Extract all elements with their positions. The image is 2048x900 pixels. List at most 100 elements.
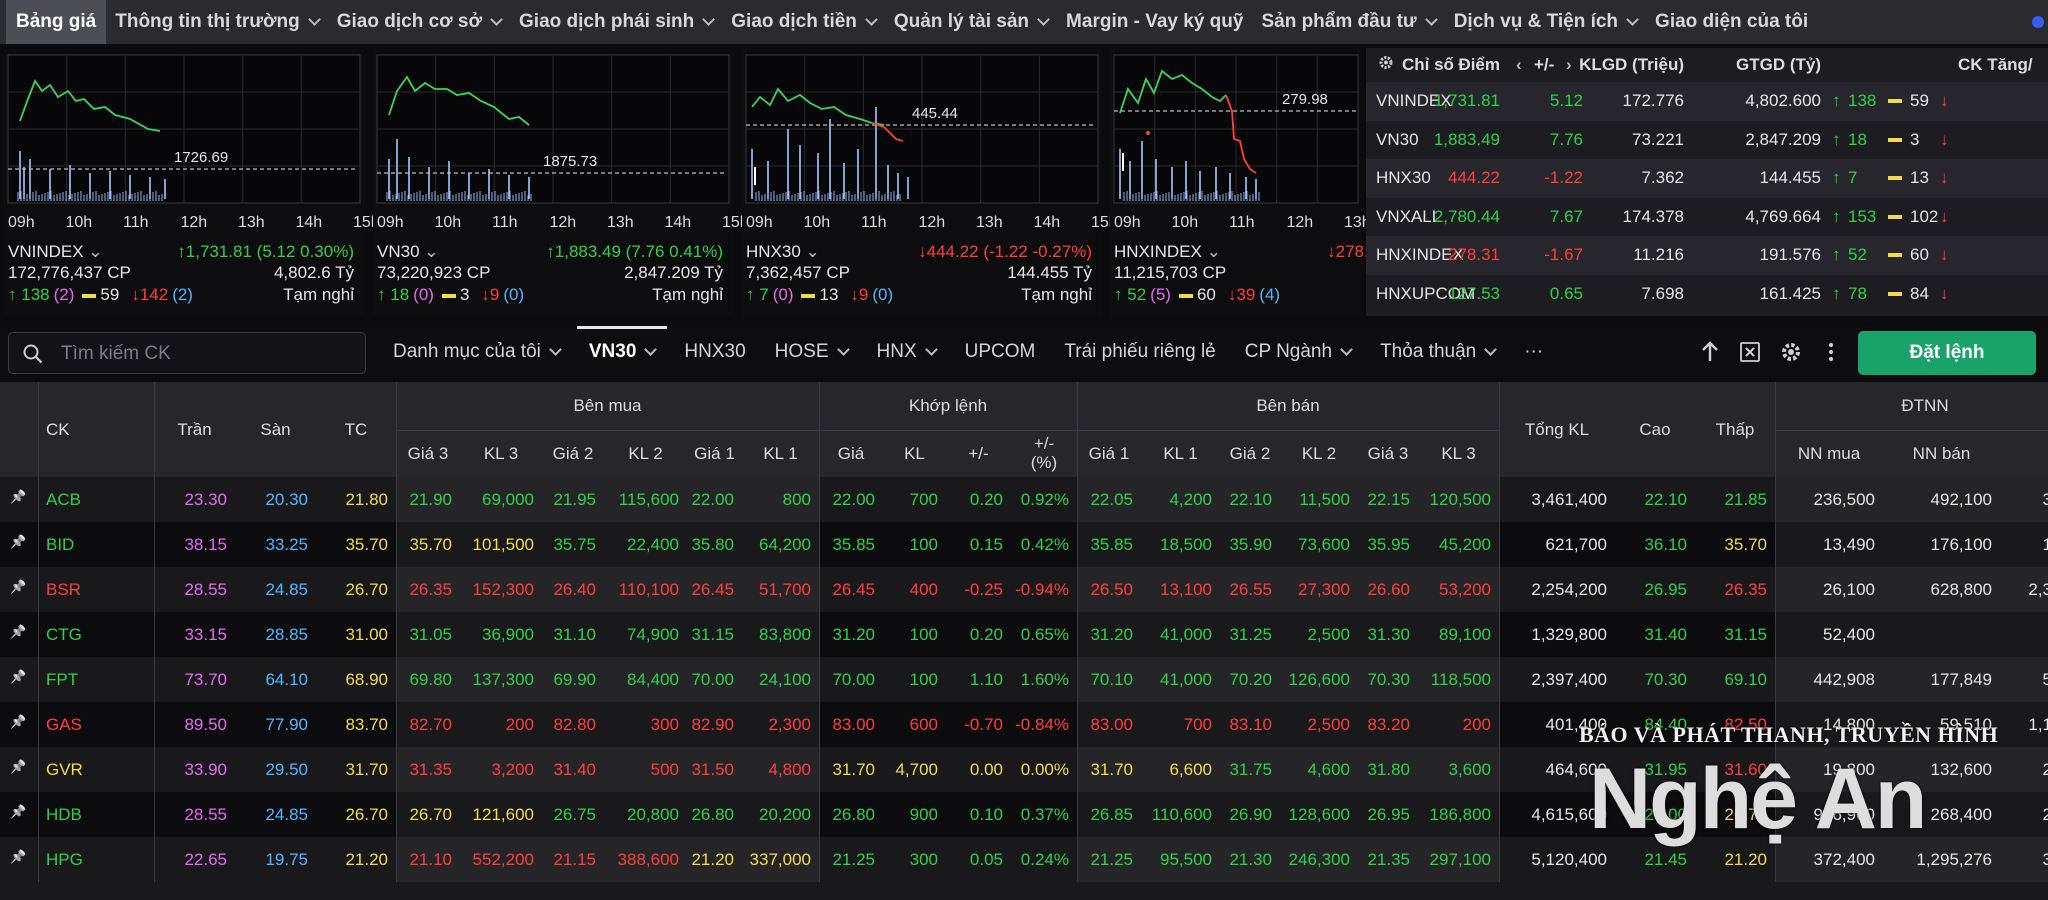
chart-panel-hnx30[interactable]: 445.44 09h 10h 11h 12h 13h 14h 15h HNX30 ⌄ ↓444.2… — [742, 49, 1118, 317]
table-row[interactable]: 📌 GVR 33.90 29.50 31.70 31.35 3,200 31.40 500 31.… — [0, 747, 2048, 792]
board-tab-0[interactable]: Danh mục của tôi — [393, 326, 562, 378]
nav-item-8[interactable]: Dịch vụ & Tiện ích — [1445, 0, 1646, 44]
board-tab-5[interactable]: UPCOM — [965, 326, 1036, 378]
column-divider — [1775, 477, 1776, 900]
place-order-button[interactable]: Đặt lệnh — [1858, 331, 2036, 375]
column-divider — [38, 382, 39, 477]
board-tab-9[interactable]: ··· — [1524, 326, 1543, 378]
index-name[interactable]: VN30 — [377, 242, 420, 261]
nav-item-0[interactable]: Bảng giá — [6, 0, 107, 44]
nav-item-3[interactable]: Giao dịch phái sinh — [510, 0, 722, 44]
cell-chg: 0.10 — [969, 805, 1003, 824]
cell-s1: 83.00 — [1090, 715, 1133, 734]
board-tab-1[interactable]: VN30 — [576, 326, 667, 378]
nav-item-label: Dịch vụ & Tiện ích — [1453, 11, 1619, 32]
nav-item-9[interactable]: Giao diện của tôi — [1646, 0, 1817, 44]
table-row[interactable]: 📌 BSR 28.55 24.85 26.70 26.35 152,300 26.40 110,… — [0, 567, 2048, 612]
cell-nnbuy: 52,400 — [1823, 625, 1875, 644]
cell-s3: 26.95 — [1367, 805, 1410, 824]
time-tick: 10h — [65, 214, 93, 231]
cell-sv3: 186,800 — [1429, 805, 1491, 824]
chevron-left-icon[interactable]: ‹ — [1516, 55, 1522, 74]
board-tab-6[interactable]: Trái phiếu riêng lẻ — [1064, 326, 1215, 378]
pin-icon[interactable]: 📌 — [10, 849, 27, 864]
header-divider — [396, 430, 1499, 431]
chart-panel-vn30[interactable]: 1875.73 09h 10h 11h 12h 13h 14h 15h VN30 ⌄ ↑1,883… — [373, 49, 749, 317]
index-point: 444.22 — [1448, 168, 1500, 188]
cell-bv1: 2,300 — [768, 715, 811, 734]
market-status: Tạm nghỉ — [283, 285, 354, 304]
pin-icon[interactable] — [1698, 340, 1722, 364]
column-shade — [396, 837, 819, 882]
nav-item-1[interactable]: Thông tin thị trường — [106, 0, 328, 44]
cell-sym: HDB — [46, 805, 82, 824]
pin-icon[interactable]: 📌 — [10, 804, 27, 819]
board-tab-4[interactable]: HNX — [877, 326, 938, 378]
time-axis: 09h 10h 11h 12h 13h 14h 15h — [377, 214, 749, 234]
index-row[interactable]: HNXINDEX 278.31 -1.67 11.216 191.576 ↑ 52 60 ↓ — [1366, 236, 2048, 275]
index-row[interactable]: VN30 1,883.49 7.76 73.221 2,847.209 ↑ 18 3 ↓ — [1366, 120, 2048, 159]
excel-export-icon[interactable] — [1738, 340, 1762, 364]
pin-icon[interactable]: 📌 — [10, 579, 27, 594]
table-row[interactable]: 📌 HPG 22.65 19.75 21.20 21.10 552,200 21.15 388,… — [0, 837, 2048, 882]
pin-icon[interactable]: 📌 — [10, 489, 27, 504]
board-tab-3[interactable]: HOSE — [775, 326, 850, 378]
cell-s2: 35.90 — [1229, 535, 1272, 554]
nav-item-5[interactable]: Quản lý tài sản — [885, 0, 1057, 44]
chart-panel-vnindex[interactable]: 1726.69 09h 10h 11h 12h 13h 14h 15h VNINDEX ⌄ ↑1,… — [4, 49, 380, 317]
cell-floor: 77.90 — [265, 715, 308, 734]
cell-room: 3 — [2042, 490, 2048, 509]
cell-s2: 83.10 — [1229, 715, 1272, 734]
cell-pct: 0.42% — [1020, 535, 1069, 554]
cell-s2: 22.10 — [1229, 490, 1272, 509]
unchanged: 60 — [1910, 245, 1929, 265]
table-row[interactable]: 📌 CTG 33.15 28.85 31.00 31.05 36,900 31.10 74,90… — [0, 612, 2048, 657]
index-name[interactable]: HNX30 — [746, 242, 801, 261]
index-row[interactable]: HNXUPCOMINDE127.53 0.65 7.698 161.425 ↑ 78 84 ↓ — [1366, 274, 2048, 313]
cell-sv3: 3,600 — [1448, 760, 1491, 779]
cell-nnbuy: 236,500 — [1813, 490, 1875, 509]
arrow-down-icon: ↓ — [1940, 91, 1949, 111]
settings-icon[interactable] — [1779, 340, 1803, 364]
unchanged-icon — [82, 293, 97, 298]
table-row[interactable]: 📌 HDB 28.55 24.85 26.70 26.70 121,600 26.75 20,8… — [0, 792, 2048, 837]
index-row[interactable]: HNX30 444.22 -1.22 7.362 144.455 ↑ 7 13 ↓ — [1366, 159, 2048, 198]
table-row[interactable]: 📌 ACB 23.30 20.30 21.80 21.90 69,000 21.95 115,6… — [0, 477, 2048, 522]
nav-item-7[interactable]: Sản phẩm đầu tư — [1252, 0, 1444, 44]
more-vertical-icon[interactable] — [1819, 340, 1843, 364]
board-tab-2[interactable]: HNX30 — [684, 326, 745, 378]
col-header-mv: KL — [904, 444, 925, 463]
nav-item-2[interactable]: Giao dịch cơ sở — [328, 0, 510, 44]
cell-ceil: 89.50 — [184, 715, 227, 734]
board-tab-7[interactable]: CP Ngành — [1244, 326, 1353, 378]
time-tick: 11h — [123, 214, 149, 231]
cell-sv1: 41,000 — [1160, 670, 1212, 689]
index-name[interactable]: HNXINDEX — [1114, 242, 1202, 261]
board-tab-8[interactable]: Thỏa thuận — [1380, 326, 1498, 378]
pin-icon[interactable]: 📌 — [10, 534, 27, 549]
table-row[interactable]: 📌 BID 38.15 33.25 35.70 35.70 101,500 35.75 22,4… — [0, 522, 2048, 567]
table-row[interactable]: 📌 GAS 89.50 77.90 83.70 82.70 200 82.80 300 82.90… — [0, 702, 2048, 747]
settings-gear-icon[interactable] — [1378, 55, 1394, 76]
group-header-match: Khớp lệnh — [908, 396, 988, 415]
cell-nnbuy: 442,908 — [1813, 670, 1875, 689]
pin-icon[interactable]: 📌 — [10, 669, 27, 684]
index-name: VNXALL — [1376, 206, 1442, 226]
chevron-right-icon[interactable]: › — [1566, 55, 1572, 74]
index-row[interactable]: VNINDEX 1,731.81 5.12 172.776 4,802.600 ↑ 138 5… — [1366, 82, 2048, 121]
nav-item-4[interactable]: Giao dịch tiền — [722, 0, 885, 44]
index-name[interactable]: VNINDEX — [8, 242, 84, 261]
cell-nnsell: 628,800 — [1930, 580, 1992, 599]
pin-icon[interactable]: 📌 — [10, 714, 27, 729]
table-row[interactable]: 📌 FPT 73.70 64.10 68.90 69.80 137,300 69.90 84,4… — [0, 657, 2048, 702]
nav-item-6[interactable]: Margin - Vay ký quỹ — [1057, 0, 1252, 44]
index-row[interactable]: VNXALL 2,780.44 7.67 174.378 4,769.664 ↑ 153 10… — [1366, 197, 2048, 236]
column-divider — [396, 477, 397, 900]
pin-icon[interactable]: 📌 — [10, 624, 27, 639]
cell-sv1: 700 — [1183, 715, 1212, 734]
chevron-down-icon — [490, 13, 503, 26]
pin-icon[interactable]: 📌 — [10, 759, 27, 774]
stock-search-input[interactable]: Tìm kiếm CK — [8, 332, 366, 374]
board-tab-label: CP Ngành — [1244, 341, 1333, 362]
